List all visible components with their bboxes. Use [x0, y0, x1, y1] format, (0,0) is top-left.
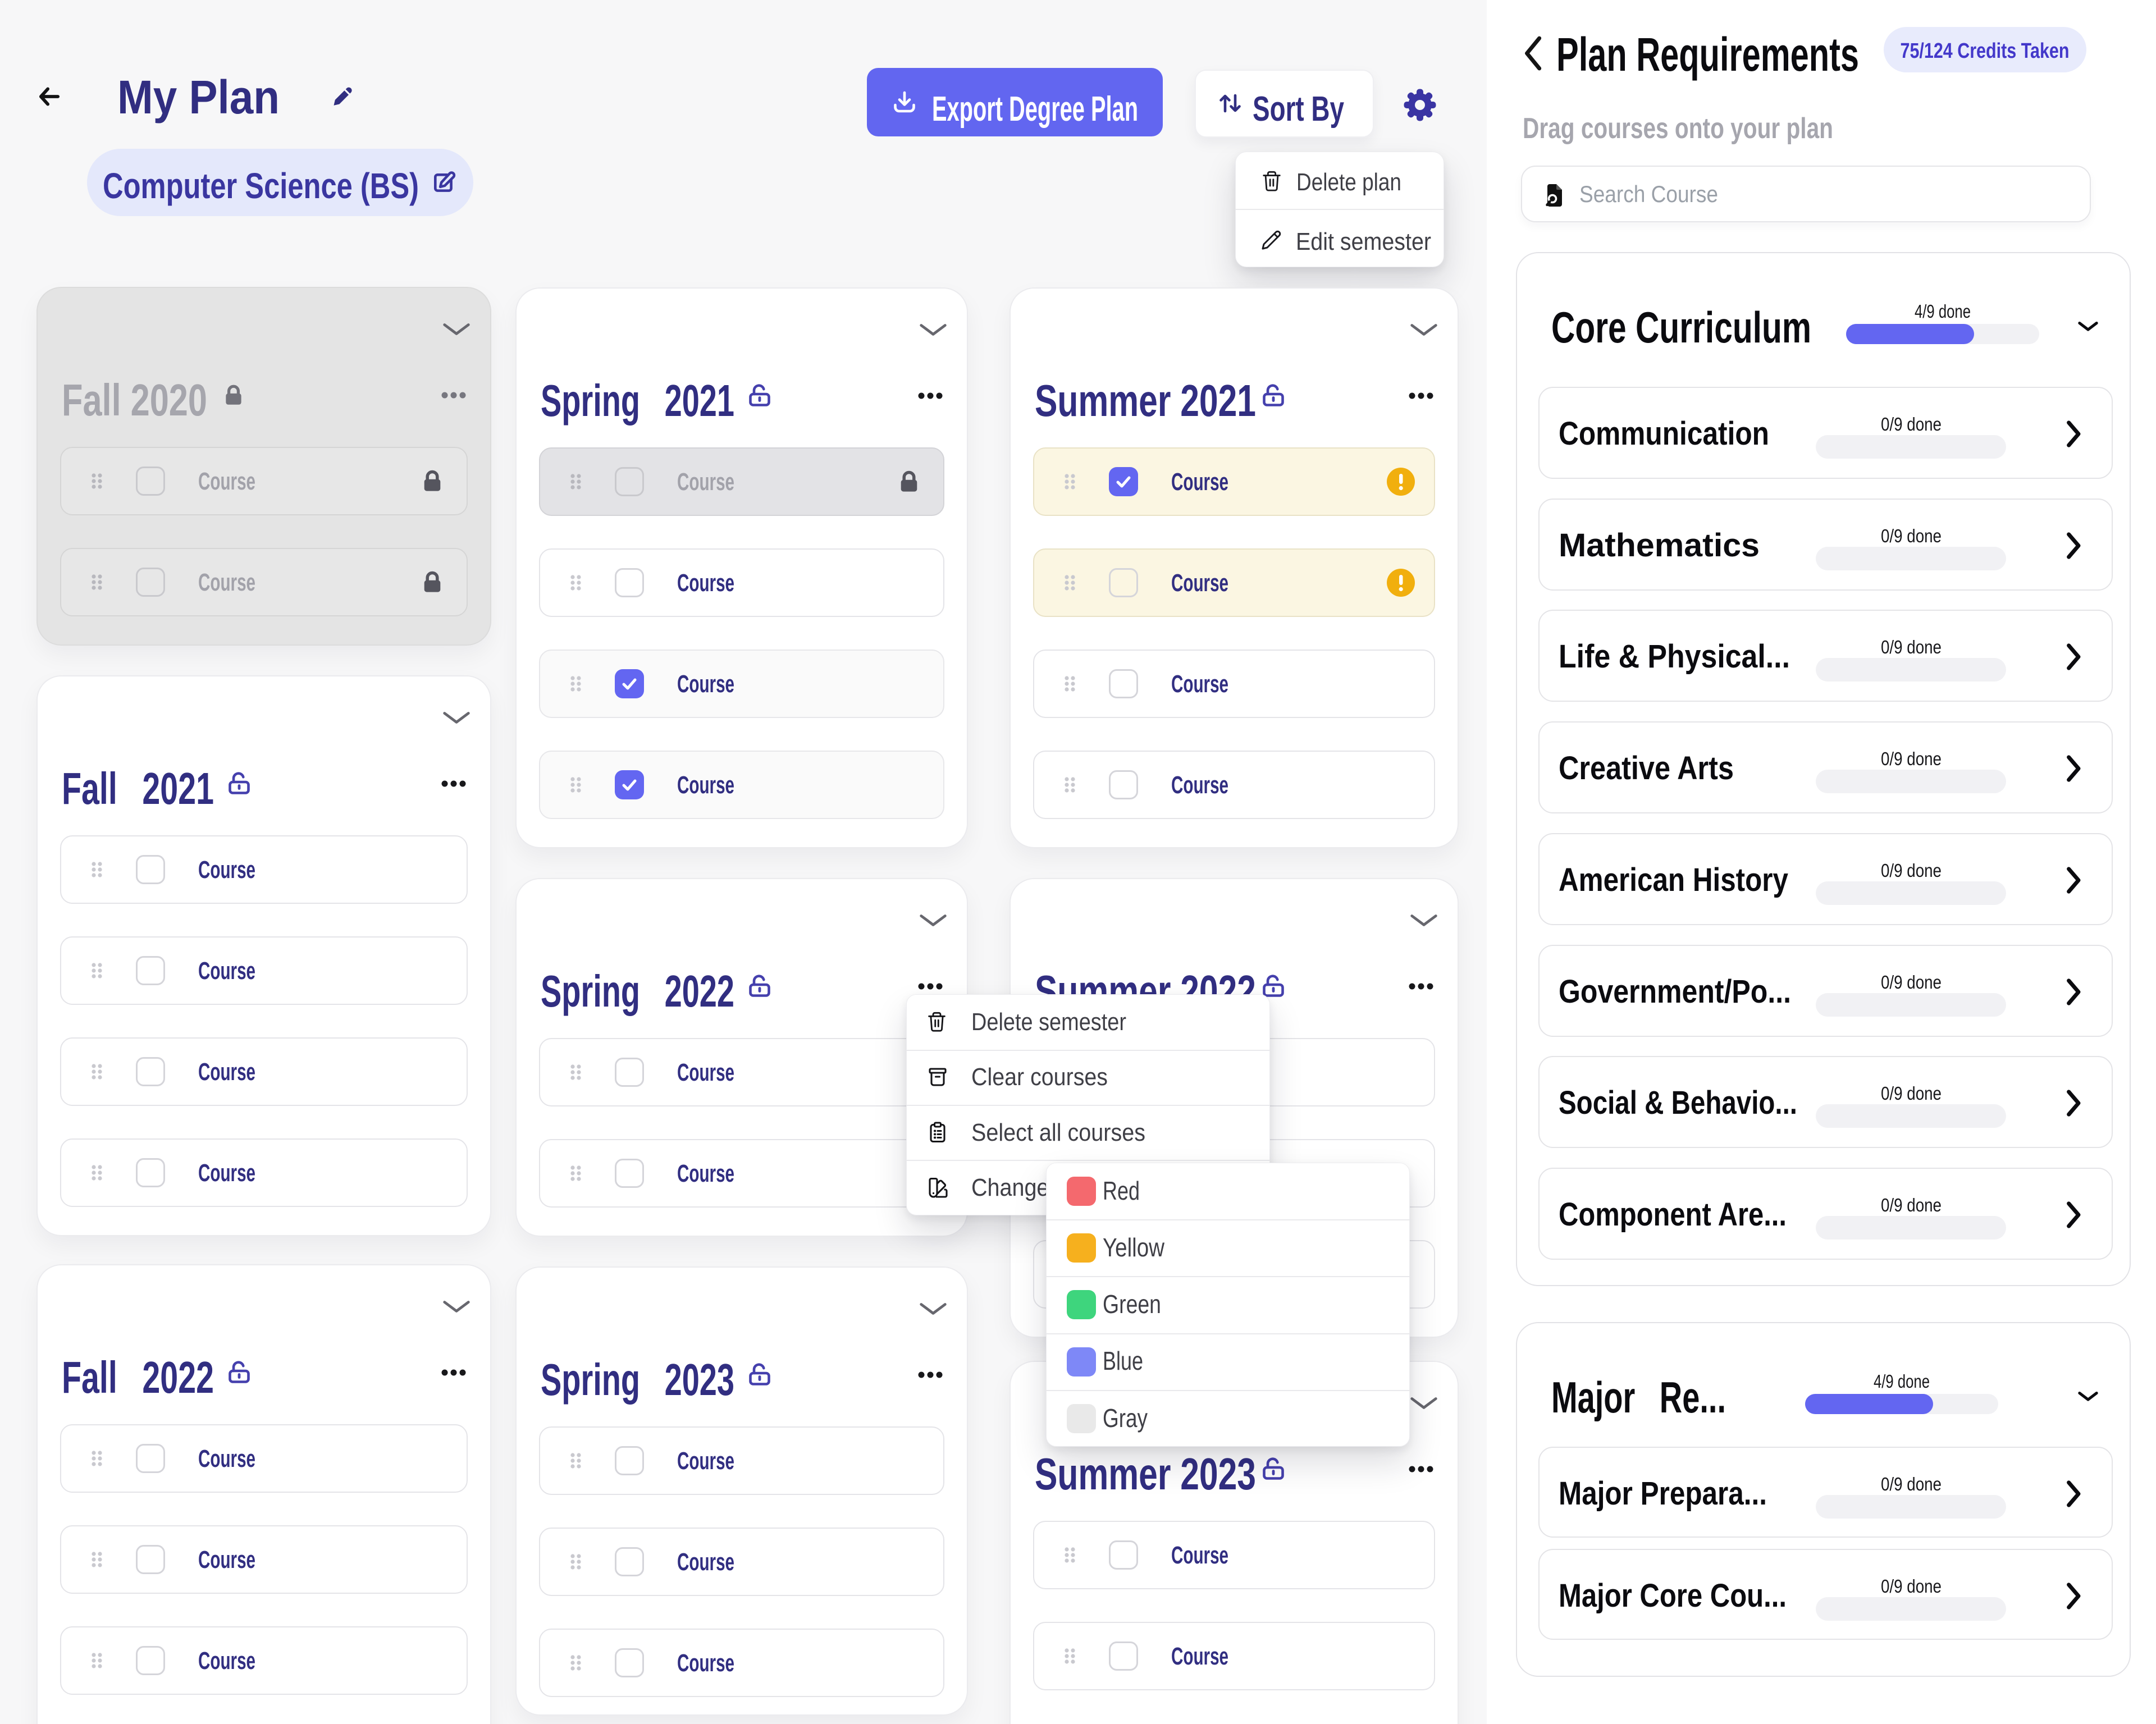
- svg-text:4/9 done: 4/9 done: [1915, 301, 1971, 322]
- svg-text:Clear courses: Clear courses: [971, 1063, 1108, 1091]
- svg-text:Search Course: Search Course: [1579, 181, 1718, 207]
- svg-text:Gray: Gray: [1103, 1403, 1148, 1433]
- svg-text:0/9 done: 0/9 done: [1881, 525, 1942, 546]
- svg-text:Yellow: Yellow: [1103, 1233, 1165, 1262]
- svg-text:Red: Red: [1103, 1176, 1140, 1205]
- svg-text:Sort By: Sort By: [1253, 90, 1344, 129]
- svg-text:Course: Course: [1171, 1542, 1228, 1569]
- svg-text:Computer Science (BS): Computer Science (BS): [103, 166, 419, 206]
- svg-text:0/9 done: 0/9 done: [1881, 860, 1942, 881]
- svg-text:Mathematics: Mathematics: [1559, 527, 1760, 564]
- svg-text:Green: Green: [1103, 1289, 1161, 1319]
- svg-text:Delete plan: Delete plan: [1296, 168, 1401, 196]
- svg-text:0/9 done: 0/9 done: [1881, 1083, 1942, 1104]
- svg-text:Course: Course: [198, 1159, 255, 1187]
- svg-text:Course: Course: [1171, 1643, 1228, 1670]
- svg-text:Major Prepara...: Major Prepara...: [1559, 1475, 1767, 1512]
- svg-text:Plan Requirements: Plan Requirements: [1556, 28, 1859, 81]
- svg-text:Course: Course: [677, 569, 734, 597]
- svg-text:Course: Course: [677, 771, 734, 799]
- svg-text:Course: Course: [198, 1445, 255, 1473]
- svg-text:Course: Course: [1171, 771, 1228, 799]
- svg-text:75/124 Credits Taken: 75/124 Credits Taken: [1901, 39, 2070, 63]
- svg-text:Blue: Blue: [1103, 1346, 1143, 1375]
- svg-text:0/9 done: 0/9 done: [1881, 1576, 1942, 1597]
- svg-text:0/9 done: 0/9 done: [1881, 1474, 1942, 1494]
- svg-text:Export Degree Plan: Export Degree Plan: [932, 90, 1138, 129]
- svg-text:Fall 2022: Fall 2022: [62, 1352, 214, 1402]
- svg-text:Edit semester: Edit semester: [1296, 228, 1431, 255]
- svg-text:Communication: Communication: [1559, 415, 1769, 452]
- svg-text:Drag courses onto your plan: Drag courses onto your plan: [1523, 112, 1833, 145]
- svg-text:My Plan: My Plan: [117, 71, 280, 124]
- svg-text:Fall 2021: Fall 2021: [62, 763, 214, 813]
- svg-text:American History: American History: [1559, 862, 1788, 898]
- svg-text:Course: Course: [198, 1058, 255, 1086]
- svg-text:Major Core Cou...: Major Core Cou...: [1559, 1577, 1787, 1614]
- svg-text:0/9 done: 0/9 done: [1881, 748, 1942, 769]
- svg-text:Government/Po...: Government/Po...: [1559, 973, 1791, 1010]
- svg-text:Course: Course: [198, 957, 255, 985]
- svg-text:0/9 done: 0/9 done: [1881, 414, 1942, 435]
- svg-text:Course: Course: [1171, 468, 1228, 496]
- svg-text:Spring 2022: Spring 2022: [541, 966, 734, 1016]
- svg-text:Spring 2021: Spring 2021: [541, 376, 734, 426]
- svg-text:Course: Course: [677, 1059, 734, 1086]
- svg-text:Course: Course: [677, 670, 734, 698]
- svg-text:0/9 done: 0/9 done: [1881, 972, 1942, 993]
- svg-text:Creative Arts: Creative Arts: [1559, 750, 1734, 786]
- svg-text:Course: Course: [198, 1546, 255, 1574]
- svg-text:Course: Course: [677, 1160, 734, 1187]
- svg-text:Course: Course: [677, 468, 734, 496]
- svg-text:Fall 2020: Fall 2020: [62, 375, 207, 425]
- svg-text:Course: Course: [198, 569, 255, 596]
- svg-text:0/9 done: 0/9 done: [1881, 1195, 1942, 1215]
- svg-text:Course: Course: [198, 856, 255, 884]
- svg-text:Social & Behavio...: Social & Behavio...: [1559, 1085, 1797, 1121]
- svg-text:0/9 done: 0/9 done: [1881, 637, 1942, 657]
- svg-text:Course: Course: [1171, 569, 1228, 597]
- svg-text:Select all courses: Select all courses: [971, 1119, 1145, 1146]
- svg-text:Course: Course: [677, 1447, 734, 1475]
- svg-text:Course: Course: [677, 1548, 734, 1576]
- svg-text:Spring 2023: Spring 2023: [541, 1355, 734, 1405]
- svg-text:Life & Physical...: Life & Physical...: [1559, 638, 1790, 675]
- svg-text:Summer 2021: Summer 2021: [1035, 376, 1256, 426]
- svg-text:Course: Course: [198, 1647, 255, 1675]
- svg-text:4/9 done: 4/9 done: [1874, 1371, 1930, 1392]
- svg-text:Component Are...: Component Are...: [1559, 1196, 1787, 1233]
- svg-text:Course: Course: [1171, 670, 1228, 698]
- svg-text:Delete semester: Delete semester: [971, 1008, 1126, 1036]
- svg-text:Course: Course: [677, 1649, 734, 1677]
- svg-text:Core Curriculum: Core Curriculum: [1551, 303, 1811, 352]
- svg-text:Major Re...: Major Re...: [1551, 1373, 1726, 1422]
- svg-text:Course: Course: [198, 468, 255, 495]
- svg-text:Summer 2023: Summer 2023: [1035, 1449, 1256, 1499]
